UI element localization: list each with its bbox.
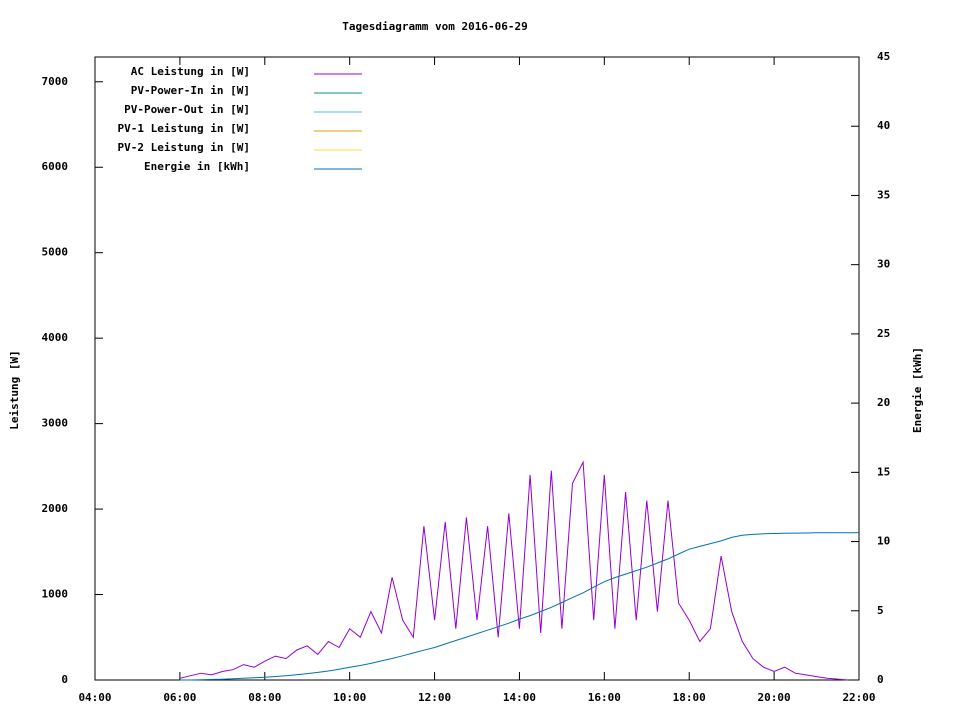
x-tick-label: 12:00 bbox=[418, 691, 451, 704]
y-tick-label: 3000 bbox=[42, 417, 69, 430]
y2-tick-label: 40 bbox=[877, 119, 890, 132]
x-tick-label: 04:00 bbox=[78, 691, 111, 704]
x-tick-label: 14:00 bbox=[503, 691, 536, 704]
x-tick-label: 16:00 bbox=[588, 691, 621, 704]
legend-label: AC Leistung in [W] bbox=[131, 65, 250, 78]
y-tick-label: 5000 bbox=[42, 246, 69, 259]
y-tick-label: 0 bbox=[61, 673, 68, 686]
x-tick-label: 08:00 bbox=[248, 691, 281, 704]
x-tick-label: 20:00 bbox=[758, 691, 791, 704]
y-tick-label: 4000 bbox=[42, 331, 69, 344]
y2-tick-label: 5 bbox=[877, 604, 884, 617]
series-line bbox=[179, 460, 849, 681]
y-tick-label: 1000 bbox=[42, 588, 69, 601]
y2-tick-label: 20 bbox=[877, 396, 890, 409]
y-tick-label: 7000 bbox=[42, 75, 69, 88]
y-tick-label: 6000 bbox=[42, 160, 69, 173]
y-tick-label: 2000 bbox=[42, 502, 69, 515]
y2-axis-label: Energie [kWh] bbox=[911, 347, 924, 433]
y2-tick-label: 10 bbox=[877, 535, 890, 548]
y2-tick-label: 0 bbox=[877, 673, 884, 686]
series-line bbox=[179, 532, 860, 681]
legend-label: PV-Power-In in [W] bbox=[131, 84, 250, 97]
x-tick-label: 22:00 bbox=[842, 691, 875, 704]
legend-label: PV-1 Leistung in [W] bbox=[118, 122, 250, 135]
y-axis-label: Leistung [W] bbox=[8, 350, 21, 429]
x-tick-label: 06:00 bbox=[163, 691, 196, 704]
legend-label: Energie in [kWh] bbox=[144, 160, 250, 173]
chart-title: Tagesdiagramm vom 2016-06-29 bbox=[342, 20, 527, 33]
y2-tick-label: 15 bbox=[877, 465, 890, 478]
y2-tick-label: 45 bbox=[877, 50, 890, 63]
plot-frame bbox=[94, 56, 860, 681]
legend-label: PV-Power-Out in [W] bbox=[124, 103, 250, 116]
y2-tick-label: 35 bbox=[877, 188, 890, 201]
x-tick-label: 18:00 bbox=[673, 691, 706, 704]
y2-tick-label: 25 bbox=[877, 327, 890, 340]
y2-tick-label: 30 bbox=[877, 258, 890, 271]
legend-label: PV-2 Leistung in [W] bbox=[118, 141, 250, 154]
x-tick-label: 10:00 bbox=[333, 691, 366, 704]
